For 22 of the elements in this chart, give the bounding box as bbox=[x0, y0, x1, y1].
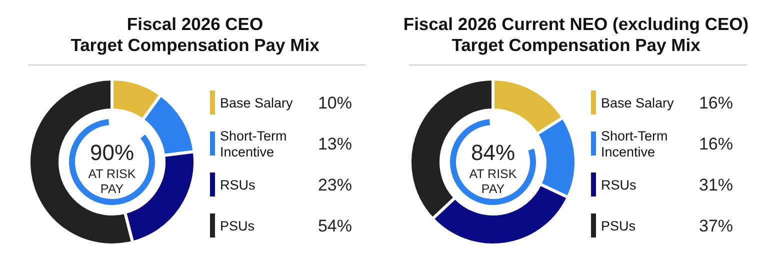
legend-label: RSUs bbox=[220, 178, 256, 192]
legend-label: Short-Term Incentive bbox=[601, 128, 668, 160]
legend-label: PSUs bbox=[601, 218, 636, 234]
data-label: 16% bbox=[698, 94, 733, 112]
legend-label: Base Salary bbox=[220, 96, 294, 110]
legend-label: Short-Term Incentive bbox=[220, 128, 287, 160]
data-label: 23% bbox=[318, 176, 352, 194]
data-label: 10% bbox=[318, 94, 352, 112]
chart-title: Fiscal 2026 Current NEO (excluding CEO) Target Compensation Pay Mix bbox=[403, 14, 749, 55]
text: 90% bbox=[90, 140, 134, 165]
chart-title: Fiscal 2026 CEO Target Compensation Pay Mix bbox=[70, 14, 320, 55]
text: AT RISK PAY bbox=[469, 167, 518, 196]
legend-label: PSUs bbox=[220, 218, 255, 234]
text: 84% bbox=[470, 140, 516, 165]
text: AT RISK PAY bbox=[88, 167, 136, 196]
data-label: 13% bbox=[318, 134, 352, 154]
data-label: 31% bbox=[698, 176, 733, 194]
data-label: 54% bbox=[318, 216, 352, 236]
data-label: 37% bbox=[698, 216, 733, 236]
legend-label: Base Salary bbox=[601, 96, 674, 110]
legend-label: RSUs bbox=[601, 178, 637, 192]
data-label: 16% bbox=[698, 134, 733, 154]
